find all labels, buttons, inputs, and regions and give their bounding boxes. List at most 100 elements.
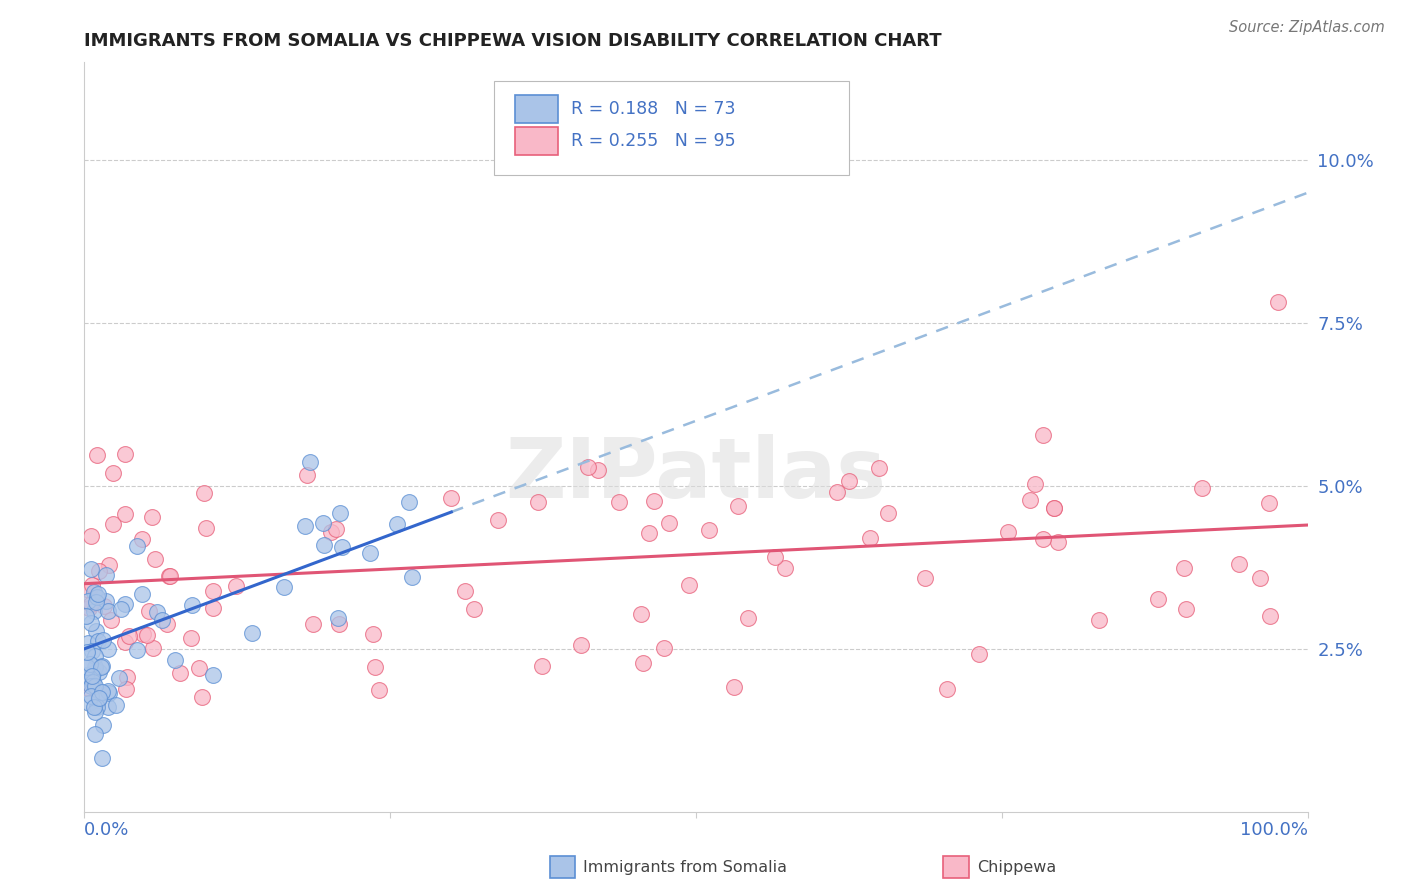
Point bbox=[325, 522, 347, 536]
Point bbox=[76, 660, 98, 674]
Point bbox=[1032, 427, 1054, 442]
Point bbox=[97, 684, 120, 698]
Point bbox=[83, 705, 105, 719]
Point bbox=[312, 538, 335, 552]
Point bbox=[723, 680, 745, 694]
Point bbox=[84, 659, 107, 673]
Point bbox=[201, 583, 224, 598]
Point bbox=[633, 657, 655, 671]
Point bbox=[127, 540, 149, 554]
Point bbox=[302, 616, 325, 631]
Point bbox=[169, 665, 191, 680]
Point bbox=[91, 718, 114, 732]
Point bbox=[91, 659, 114, 673]
Point bbox=[240, 626, 263, 640]
Point bbox=[576, 460, 599, 475]
Point bbox=[75, 608, 97, 623]
Point bbox=[157, 569, 180, 583]
Point bbox=[83, 699, 105, 714]
Point bbox=[1258, 609, 1281, 624]
Point bbox=[658, 516, 681, 530]
Point bbox=[131, 587, 153, 601]
Point bbox=[77, 582, 100, 597]
FancyBboxPatch shape bbox=[515, 127, 558, 155]
Point bbox=[86, 591, 108, 605]
Point bbox=[150, 614, 173, 628]
Point bbox=[77, 594, 100, 608]
Point bbox=[141, 640, 163, 655]
Point bbox=[83, 604, 105, 618]
Point bbox=[1032, 533, 1054, 547]
Point bbox=[115, 670, 138, 684]
Point bbox=[193, 485, 215, 500]
Point bbox=[86, 595, 108, 609]
Point bbox=[83, 727, 105, 741]
Point bbox=[827, 485, 849, 500]
Point bbox=[79, 657, 101, 671]
Point bbox=[165, 653, 187, 667]
Point bbox=[87, 665, 110, 680]
Point bbox=[914, 571, 936, 585]
Point bbox=[486, 513, 509, 527]
Point bbox=[79, 562, 101, 576]
Point bbox=[136, 628, 159, 642]
Point bbox=[439, 491, 461, 506]
Point bbox=[326, 611, 349, 625]
Point bbox=[146, 605, 169, 619]
Text: 100.0%: 100.0% bbox=[1240, 821, 1308, 838]
Point bbox=[87, 587, 110, 601]
Point bbox=[159, 569, 181, 583]
Point bbox=[114, 597, 136, 611]
Point bbox=[1267, 294, 1289, 309]
Point bbox=[86, 448, 108, 462]
Point bbox=[935, 682, 957, 697]
Point bbox=[329, 506, 352, 520]
Point bbox=[188, 661, 211, 675]
Point bbox=[80, 677, 103, 691]
Point bbox=[90, 751, 112, 765]
Point bbox=[80, 615, 103, 630]
Point bbox=[1191, 481, 1213, 495]
Point bbox=[876, 506, 898, 520]
Point bbox=[1174, 602, 1197, 616]
Point bbox=[180, 631, 202, 645]
Point bbox=[727, 499, 749, 513]
Point bbox=[97, 642, 120, 657]
Point bbox=[637, 526, 659, 541]
Point bbox=[387, 516, 409, 531]
Point bbox=[191, 690, 214, 705]
Text: Immigrants from Somalia: Immigrants from Somalia bbox=[583, 860, 787, 874]
Point bbox=[328, 617, 350, 632]
Point bbox=[294, 518, 316, 533]
Point bbox=[588, 463, 610, 477]
Point bbox=[330, 540, 353, 554]
Point bbox=[569, 639, 592, 653]
Point bbox=[77, 696, 100, 710]
Point bbox=[1258, 496, 1281, 510]
Point bbox=[87, 693, 110, 707]
Point bbox=[1024, 476, 1046, 491]
Point bbox=[77, 681, 100, 696]
Point bbox=[77, 600, 100, 615]
Text: Source: ZipAtlas.com: Source: ZipAtlas.com bbox=[1229, 20, 1385, 35]
Point bbox=[195, 520, 218, 534]
Point bbox=[80, 597, 103, 611]
Point bbox=[697, 523, 720, 537]
Point bbox=[97, 686, 120, 700]
Point bbox=[80, 529, 103, 543]
Point bbox=[80, 680, 103, 694]
Point bbox=[94, 567, 117, 582]
Text: IMMIGRANTS FROM SOMALIA VS CHIPPEWA VISION DISABILITY CORRELATION CHART: IMMIGRANTS FROM SOMALIA VS CHIPPEWA VISI… bbox=[84, 32, 942, 50]
Point bbox=[859, 531, 882, 545]
Point bbox=[98, 558, 121, 573]
Point bbox=[156, 617, 179, 632]
Point bbox=[108, 671, 131, 685]
Point bbox=[83, 648, 105, 663]
Point bbox=[138, 604, 160, 618]
Point bbox=[83, 585, 105, 599]
Point bbox=[75, 668, 97, 682]
FancyBboxPatch shape bbox=[550, 856, 575, 878]
FancyBboxPatch shape bbox=[943, 856, 969, 878]
Point bbox=[115, 682, 138, 697]
Point bbox=[273, 580, 295, 594]
